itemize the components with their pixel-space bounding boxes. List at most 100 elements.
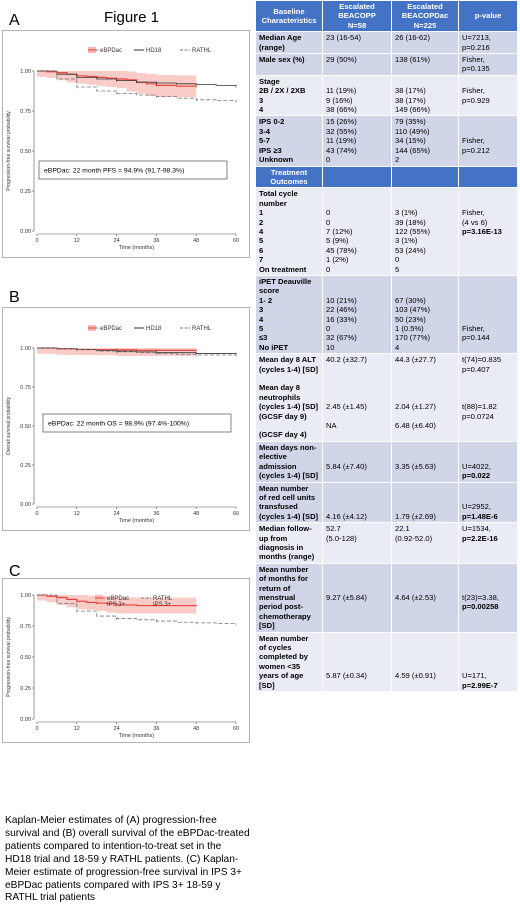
x-tick-label: 12 [74, 238, 80, 244]
table-row: Treatment Outcomes [255, 165, 518, 189]
table-row: Mean number of months for return of mens… [255, 562, 518, 633]
significant-p-value: p=1.48E-6 [462, 511, 498, 521]
p-value-cell: U=7213, p=0.216 [458, 31, 518, 55]
x-tick-label: 48 [193, 511, 199, 517]
y-tick-label: 0.25 [20, 686, 31, 692]
x-tick-label: 0 [35, 238, 38, 244]
beacopdac-cell [391, 165, 459, 189]
x-tick-label: 24 [114, 511, 120, 517]
annotation-text: eBPDac: 22 month OS = 98.9% (97.4%-100%) [48, 421, 189, 428]
series-line-ebpdac [37, 70, 197, 87]
p-value-cell: U=171, p=2.99E-7 [458, 631, 518, 693]
panel-a-chart: 1.00 0.75 0.50 0.25 0.00 0 12 24 36 48 60 Time (mon… [2, 30, 250, 258]
table-header-cell: Escalated BEACOPP N=58 [322, 0, 392, 33]
row-label-cell: Total cycle number 1 2 4 5 6 7 On treatm… [255, 187, 323, 276]
significant-p-value: p=0.00258 [462, 602, 499, 612]
x-axis-title: Time (months) [119, 245, 154, 251]
table-row: Median follow- up from diagnosis in mont… [255, 522, 518, 564]
panel-b-chart: 1.00 0.75 0.50 0.25 0.00 0 12 24 36 48 60 Time (mon… [2, 307, 250, 531]
p-value-cell: Fisher, p=0.144 [458, 274, 518, 355]
significant-p-value: p=0.022 [462, 471, 491, 481]
table-header-cell: p-value [458, 0, 518, 33]
p-value-cell: U=2952, p=1.48E-6 [458, 481, 518, 524]
legend-label: HD18 [146, 326, 162, 332]
y-tick-label: 0.75 [20, 109, 31, 115]
beacopdac-cell: 38 (17%) 38 (17%) 149 (66%) [391, 74, 459, 117]
p-value-cell: Fisher, (4 vs 6) p=3.16E-13 [458, 187, 518, 276]
annotation-box [38, 160, 228, 180]
beacopp-cell: 11 (19%) 9 (16%) 38 (66%) [322, 74, 392, 117]
beacopdac-cell: 26 (16-62) [391, 31, 459, 55]
row-label-cell: Mean days non- elective admission (cycle… [255, 440, 323, 483]
x-tick-label: 12 [74, 511, 80, 517]
legend-label: eBPDac [100, 48, 122, 54]
series-line-rathl [37, 70, 237, 102]
y-tick-label: 0.25 [20, 189, 31, 195]
beacopp-cell: 5.84 (±7.40) [322, 440, 392, 483]
x-axis-title: Time (months) [119, 518, 154, 524]
table-row: Mean day 8 ALT (cycles 1-4) [SD] Mean da… [255, 353, 518, 442]
y-tick-label: 0.25 [20, 463, 31, 469]
panel-c-chart: 1.00 0.75 0.50 0.25 0.00 0 12 24 36 48 60 Time (mon… [2, 578, 250, 743]
row-label-cell: Mean number of red cell units transfused… [255, 481, 323, 524]
beacopp-cell: 29 (50%) [322, 53, 392, 76]
figure-caption: Kaplan-Meier estimates of (A) progressio… [5, 815, 250, 904]
km-plot-2: 1.00 0.75 0.50 0.25 0.00 0 12 24 36 48 60 Time (mon… [6, 593, 239, 739]
row-label-cell: Mean number of months for return of mens… [255, 562, 323, 633]
x-tick-label: 48 [193, 238, 199, 244]
y-axis-title: Overall survival probability [6, 396, 12, 455]
x-tick-label: 0 [35, 726, 38, 732]
row-label-cell: iPET Deauville score 1- 2 3 4 5 ≤3 No iP… [255, 274, 323, 355]
y-axis-title: Progression-free survival probability [6, 111, 12, 191]
p-value-cell [458, 165, 518, 189]
p-value-cell: U=4022, p=0.022 [458, 440, 518, 483]
table-header-cell: Baseline Characteristics [255, 0, 323, 33]
legend-label: HD18 [146, 48, 162, 54]
beacopdac-cell: 79 (35%) 110 (49%) 34 (15%) 144 (65%) 2 [391, 115, 459, 167]
y-tick-label: 0.50 [20, 655, 31, 661]
series-line-rathl-ips-3+ [37, 594, 237, 625]
y-tick-label: 1.00 [20, 593, 31, 599]
beacopdac-cell: 44.3 (±27.7) 2.04 (±1.27) 6.48 (±6.40) [391, 353, 459, 442]
y-tick-label: 0.00 [20, 229, 31, 235]
table-row: Male sex (%) 29 (50%) 138 (61%) Fisher, p=0… [255, 53, 518, 76]
legend-label: RATHL [153, 596, 173, 602]
x-tick-label: 0 [35, 511, 38, 517]
legend-label: IPS 3+ [153, 602, 172, 608]
table-row: Mean number of red cell units transfused… [255, 481, 518, 524]
beacopp-cell: 9.27 (±5.84) [322, 562, 392, 633]
x-tick-label: 24 [114, 238, 120, 244]
y-tick-label: 1.00 [20, 69, 31, 75]
x-axis-title: Time (months) [119, 733, 154, 739]
beacopp-cell: 23 (16-54) [322, 31, 392, 55]
x-tick-label: 12 [74, 726, 80, 732]
row-label-cell: Mean number of cycles completed by women… [255, 631, 323, 693]
beacopp-cell: 52.7 (5.0-128) [322, 522, 392, 564]
annotation-box [42, 413, 232, 433]
y-tick-label: 0.75 [20, 385, 31, 391]
beacopdac-cell: 1.79 (±2.69) [391, 481, 459, 524]
table-row: Stage 2B / 2X / 2XB 3 4 11 (19%) 9 (16%)… [255, 74, 518, 117]
x-tick-label: 60 [233, 726, 239, 732]
beacopdac-cell: 67 (30%) 103 (47%) 50 (23%) 1 (0.5%) 170… [391, 274, 459, 355]
beacopp-cell: 0 0 7 (12%) 5 (9%) 45 (78%) 1 (2%) 0 [322, 187, 392, 276]
row-label-cell: IPS 0-2 3-4 5-7 IPS ≥3 Unknown [255, 115, 323, 167]
km-plot-0: 1.00 0.75 0.50 0.25 0.00 0 12 24 36 48 60 Time (mon… [6, 47, 239, 251]
baseline-characteristics-table: Baseline Characteristics Escalated BEACOP… [255, 0, 518, 693]
row-label-cell: Stage 2B / 2X / 2XB 3 4 [255, 74, 323, 117]
y-tick-label: 0.00 [20, 502, 31, 508]
beacopdac-cell: 138 (61%) [391, 53, 459, 76]
figure-title: Figure 1 [104, 9, 160, 26]
table-row: Baseline Characteristics Escalated BEACOP… [255, 0, 518, 33]
beacopdac-cell: 4.64 (±2.53) [391, 562, 459, 633]
row-label-cell: Male sex (%) [255, 53, 323, 76]
table-row: Median Age (range) 23 (16-54) 26 (16-62) U=… [255, 31, 518, 55]
table-row: Mean days non- elective admission (cycle… [255, 440, 518, 483]
table-row: IPS 0-2 3-4 5-7 IPS ≥3 Unknown 15 (26%) 3… [255, 115, 518, 167]
beacopp-cell: 4.16 (±4.12) [322, 481, 392, 524]
beacopp-cell: 15 (26%) 32 (55%) 11 (19%) 43 (74%) 0 [322, 115, 392, 167]
p-value-cell: Fisher, p=0.929 [458, 74, 518, 117]
x-tick-label: 36 [153, 511, 159, 517]
p-value-cell: t(23)=3.38, p=0.00258 [458, 562, 518, 633]
beacopdac-cell: 4.59 (±0.91) [391, 631, 459, 693]
